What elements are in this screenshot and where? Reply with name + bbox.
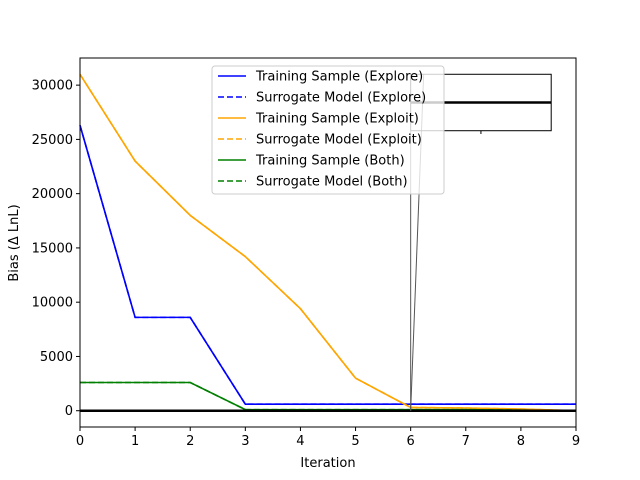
x-tick-label: 9 — [572, 434, 580, 449]
x-tick-label: 5 — [351, 434, 359, 449]
plot-frame — [79, 57, 577, 428]
y-axis-label: Bias (Δ LnL) — [7, 204, 22, 281]
y-axis: 0 5000 10000 15000 20000 25000 30000 — [32, 79, 80, 419]
legend-label-3: Surrogate Model (Exploit) — [256, 133, 422, 148]
x-tick-label: 2 — [186, 434, 194, 449]
legend: Training Sample (Explore) Surrogate Model… — [211, 65, 445, 195]
series-line-1 — [79, 125, 576, 406]
legend-label-4: Training Sample (Both) — [255, 154, 405, 169]
y-tick-label: 0 — [65, 404, 73, 419]
y-tick-label: 10000 — [32, 296, 73, 311]
x-axis: 0 1 2 3 4 5 6 7 8 9 — [76, 427, 580, 449]
x-tick-label: 4 — [296, 434, 304, 449]
legend-label-0: Training Sample (Explore) — [255, 70, 423, 85]
legend-label-1: Surrogate Model (Explore) — [256, 91, 426, 106]
x-tick-label: 1 — [131, 434, 139, 449]
x-tick-label: 0 — [76, 434, 84, 449]
legend-label-2: Training Sample (Exploit) — [255, 112, 419, 127]
x-tick-label: 7 — [462, 434, 470, 449]
x-tick-label: 6 — [407, 434, 415, 449]
y-tick-label: 5000 — [40, 350, 73, 365]
y-tick-label: 30000 — [32, 79, 73, 94]
legend-frame — [211, 65, 445, 195]
y-tick-label: 20000 — [32, 187, 73, 202]
y-tick-label: 25000 — [32, 133, 73, 148]
y-tick-label: 15000 — [32, 241, 73, 256]
plot-lines — [79, 73, 577, 412]
legend-label-5: Surrogate Model (Both) — [256, 175, 408, 190]
series-line-3 — [79, 73, 577, 412]
x-tick-label: 8 — [517, 434, 525, 449]
x-axis-label: Iteration — [300, 456, 355, 471]
x-tick-label: 3 — [241, 434, 249, 449]
